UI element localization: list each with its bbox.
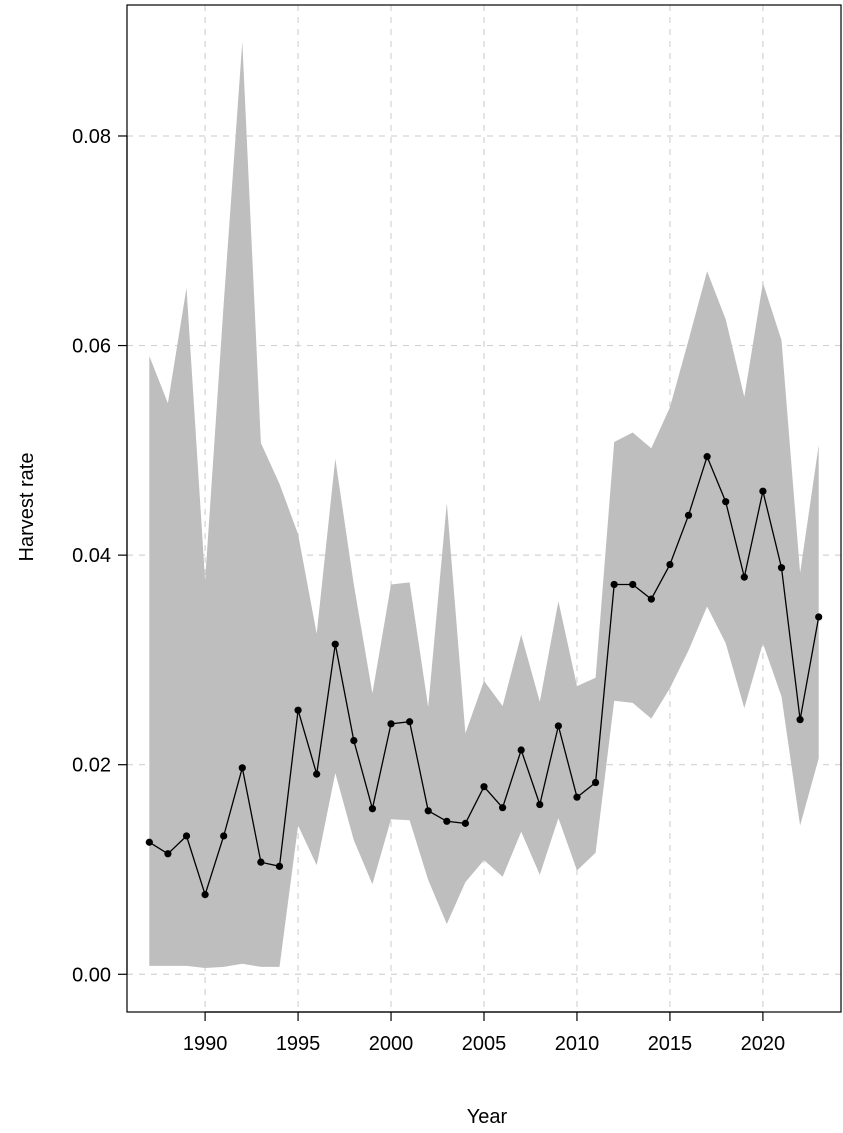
data-point [350,737,358,745]
data-point [275,862,284,870]
data-point [684,511,693,519]
y-tick-label: 0.04 [72,545,111,567]
data-point [294,706,302,714]
data-point [666,560,674,569]
confidence-band-layer [149,41,819,968]
data-point [554,722,562,730]
data-point [573,793,581,801]
data-point [610,580,618,589]
data-point [164,850,172,858]
data-point [443,817,451,825]
data-point [759,487,767,495]
x-tick-label: 2020 [741,1033,786,1055]
y-axis-label: Harvest rate [16,453,38,562]
data-point [517,746,525,754]
data-point [145,838,153,846]
data-point [629,580,637,589]
data-point [647,595,655,603]
confidence-band [149,41,819,968]
y-axis: 0.00 0.02 0.04 0.06 0.08 [72,126,128,986]
y-tick-label: 0.02 [72,755,111,777]
data-point [313,770,321,778]
series-points-layer [145,453,823,899]
data-point [722,498,730,506]
x-tick-label: 2005 [462,1033,507,1055]
x-tick-label: 1995 [276,1033,321,1055]
x-tick-label: 2000 [369,1033,414,1055]
data-point [387,720,395,728]
data-point [406,718,414,726]
x-tick-label: 2015 [648,1033,693,1055]
x-axis-label: Year [467,1106,508,1128]
data-point [331,640,339,648]
y-tick-label: 0.08 [72,126,111,148]
data-point [815,613,823,621]
data-point [182,832,191,840]
data-point [257,858,265,866]
data-point [796,716,804,724]
data-point [703,453,711,461]
data-point [461,819,470,827]
data-point [480,783,488,791]
data-point [220,832,228,840]
data-point [536,800,544,809]
x-axis: 1990 1995 2000 2005 2010 2015 2020 [183,1011,786,1055]
y-tick-label: 0.06 [72,336,111,358]
y-tick-label: 0.00 [72,964,111,986]
data-point [777,564,786,572]
data-point [238,764,246,772]
data-point [591,778,600,787]
x-tick-label: 2010 [555,1033,600,1055]
data-point [201,891,209,899]
x-tick-label: 1990 [183,1033,228,1055]
data-point [498,804,507,812]
data-point [740,573,748,581]
data-point [424,807,432,815]
data-point [368,805,377,813]
